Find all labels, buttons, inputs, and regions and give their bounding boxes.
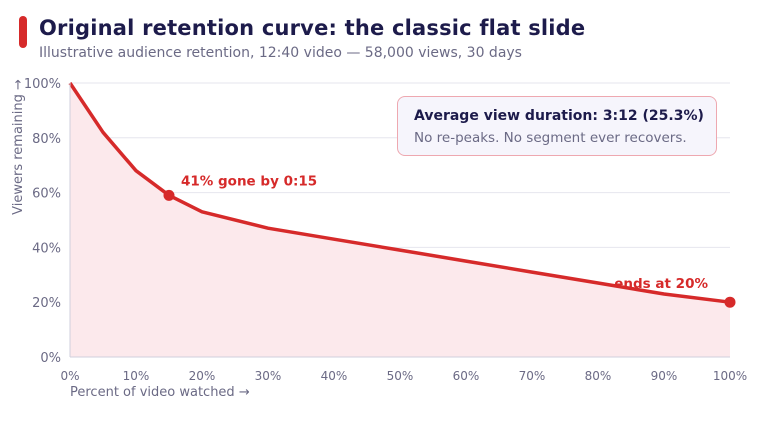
callout-title: Average view duration: 3:12 (25.3%) <box>414 108 704 124</box>
chart-title: Original retention curve: the classic fl… <box>39 16 586 40</box>
y-axis-label: Viewers remaining → <box>11 79 26 215</box>
x-tick-label: 100% <box>713 369 747 383</box>
y-tick-labels: 0% 20% 40% 60% 80% 100% <box>24 77 61 366</box>
y-tick-label: 0% <box>40 351 61 366</box>
retention-area <box>70 83 730 357</box>
x-tick-label: 40% <box>321 369 348 383</box>
x-tick-label: 10% <box>123 369 150 383</box>
title-accent-bar <box>19 16 27 48</box>
x-tick-label: 20% <box>189 369 216 383</box>
x-tick-label: 60% <box>453 369 480 383</box>
summary-callout: Average view duration: 3:12 (25.3%) No r… <box>397 96 717 156</box>
y-tick-label: 60% <box>32 187 61 202</box>
chart-subtitle: Illustrative audience retention, 12:40 v… <box>39 45 522 61</box>
annotation-markers: 41% gone by 0:15 ends at 20% <box>163 173 736 308</box>
y-tick-label: 40% <box>32 241 61 256</box>
annotation-point <box>163 189 175 201</box>
annotation-label: ends at 20% <box>614 276 708 292</box>
annotation-label: 41% gone by 0:15 <box>181 173 317 189</box>
y-tick-label: 20% <box>32 296 61 311</box>
y-tick-label: 80% <box>32 132 61 147</box>
x-tick-label: 50% <box>387 369 414 383</box>
x-tick-label: 0% <box>60 369 79 383</box>
y-tick-label: 100% <box>24 77 61 92</box>
x-tick-label: 90% <box>651 369 678 383</box>
x-tick-label: 70% <box>519 369 546 383</box>
x-tick-labels: 0% 10% 20% 30% 40% 50% 60% 70% 80% 90% 100% <box>60 369 747 383</box>
x-tick-label: 30% <box>255 369 282 383</box>
retention-line <box>68 82 731 304</box>
x-tick-label: 80% <box>585 369 612 383</box>
callout-body: No re-peaks. No segment ever recovers. <box>414 130 687 146</box>
annotation-point <box>724 296 736 308</box>
x-axis-label: Percent of video watched → <box>70 385 250 400</box>
